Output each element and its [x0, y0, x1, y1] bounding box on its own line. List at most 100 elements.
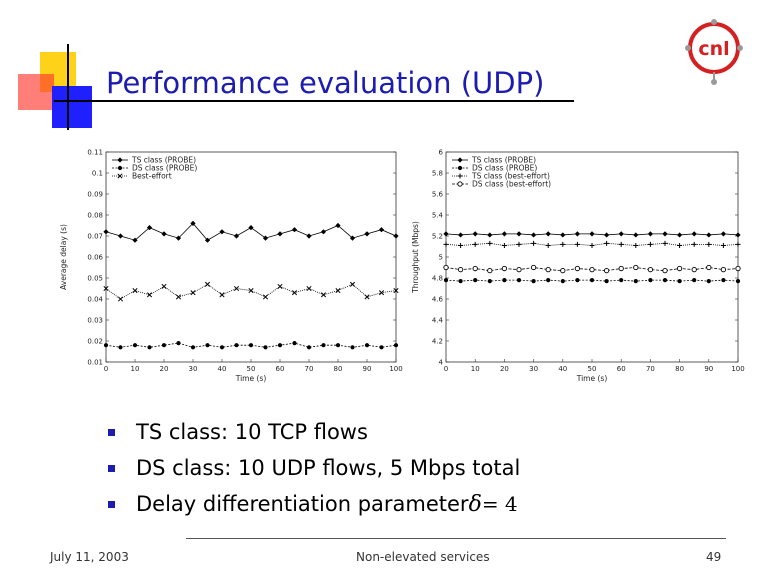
data-point — [706, 264, 712, 271]
x-tick-label: 0 — [444, 365, 448, 373]
legend-entry: TS class (PROBE) — [452, 156, 536, 165]
data-point — [604, 232, 610, 238]
legend-marker — [117, 173, 123, 179]
y-tick-label: 5.8 — [432, 170, 443, 178]
data-point — [487, 267, 493, 274]
title-underline — [54, 100, 574, 102]
throughput-chart-svg: 0 10 20 30 40 50 60 70 80 90 100 4 4.2 4.4 4.6 4.8 5 5.2 5… — [411, 149, 745, 384]
data-point — [277, 231, 283, 237]
legend-marker — [117, 165, 123, 171]
cnl-logo: cnl — [684, 18, 744, 86]
data-point — [364, 231, 370, 237]
data-point — [233, 285, 240, 292]
data-point — [618, 241, 624, 247]
delta-symbol: δ — [468, 492, 482, 517]
data-point — [320, 229, 327, 235]
data-point — [633, 279, 638, 284]
data-point — [706, 232, 712, 238]
x-tick-label: 20 — [160, 365, 169, 373]
data-point — [204, 281, 211, 287]
x-tick-label: 10 — [471, 365, 480, 373]
data-point — [349, 281, 356, 287]
page-number: 49 — [706, 550, 722, 564]
data-point — [662, 240, 668, 246]
data-point — [219, 292, 225, 298]
data-point — [458, 242, 464, 248]
delta-value: = 4 — [481, 492, 518, 516]
data-point — [335, 343, 341, 348]
x-tick-label: 80 — [675, 365, 684, 373]
data-point — [393, 288, 399, 294]
data-point — [589, 266, 595, 273]
data-point — [648, 278, 653, 283]
data-point — [248, 343, 254, 348]
data-point — [103, 343, 109, 348]
data-point — [545, 266, 551, 273]
data-point — [472, 265, 478, 272]
legend-label: Best-effort — [132, 172, 172, 181]
y-tick-label: 5.4 — [432, 212, 444, 220]
decor-red-square — [18, 74, 54, 110]
y-axis-label: Throughput (Mbps) — [411, 221, 420, 294]
data-point — [531, 232, 537, 238]
data-point — [560, 241, 566, 247]
data-point — [335, 288, 341, 294]
y-tick-label: 0.09 — [87, 191, 103, 199]
x-tick-label: 50 — [588, 365, 597, 373]
data-point — [530, 264, 537, 271]
series-3 — [103, 281, 399, 302]
data-point — [364, 294, 370, 300]
y-tick-label: 4.4 — [432, 317, 444, 325]
data-point — [604, 240, 610, 246]
x-tick-label: 100 — [389, 365, 402, 373]
data-point — [291, 290, 298, 296]
data-point — [487, 279, 492, 284]
data-point — [735, 241, 741, 247]
data-point — [560, 232, 566, 238]
y-tick-label: 5 — [439, 254, 443, 262]
data-point — [457, 266, 464, 273]
data-point — [234, 343, 239, 348]
data-point — [161, 231, 167, 237]
data-point — [117, 233, 124, 239]
y-tick-label: 4.2 — [432, 338, 443, 346]
data-point — [393, 343, 399, 348]
data-point — [487, 240, 493, 246]
data-point — [472, 231, 478, 237]
y-tick-label: 0.01 — [87, 359, 103, 367]
data-point — [502, 278, 507, 283]
data-point — [501, 265, 508, 272]
data-point — [545, 242, 551, 248]
data-point — [618, 231, 624, 237]
data-point — [335, 222, 341, 229]
data-point — [291, 227, 298, 233]
series-3 — [443, 240, 741, 248]
data-point — [720, 266, 727, 273]
y-tick-label: 4.6 — [432, 296, 444, 304]
series-4 — [443, 264, 741, 274]
bullet-list: TS class: 10 TCP flows DS class: 10 UDP … — [108, 418, 520, 526]
data-point — [379, 345, 384, 350]
data-point — [350, 345, 355, 350]
data-point — [633, 232, 639, 238]
series-1 — [103, 220, 399, 243]
data-point — [393, 233, 399, 239]
data-point — [545, 231, 551, 237]
legend-label: DS class (PROBE) — [472, 164, 537, 173]
footer-title: Non-elevated services — [356, 550, 490, 564]
data-point — [589, 242, 595, 248]
data-point — [516, 241, 522, 247]
data-point — [292, 341, 297, 346]
data-point — [619, 278, 624, 283]
data-point — [175, 235, 182, 241]
y-tick-label: 6 — [439, 149, 444, 157]
delay-chart-svg: 0 10 20 30 40 50 60 70 80 90 100 0.01 0.02 0.03 0.04 0.… — [59, 149, 403, 384]
y-tick-label: 4.8 — [432, 275, 443, 283]
data-point — [516, 231, 522, 237]
x-tick-label: 90 — [704, 365, 713, 373]
legend-marker — [457, 165, 463, 171]
data-point — [473, 278, 478, 283]
data-point — [147, 345, 152, 350]
data-point — [176, 341, 181, 346]
data-point — [501, 231, 507, 237]
